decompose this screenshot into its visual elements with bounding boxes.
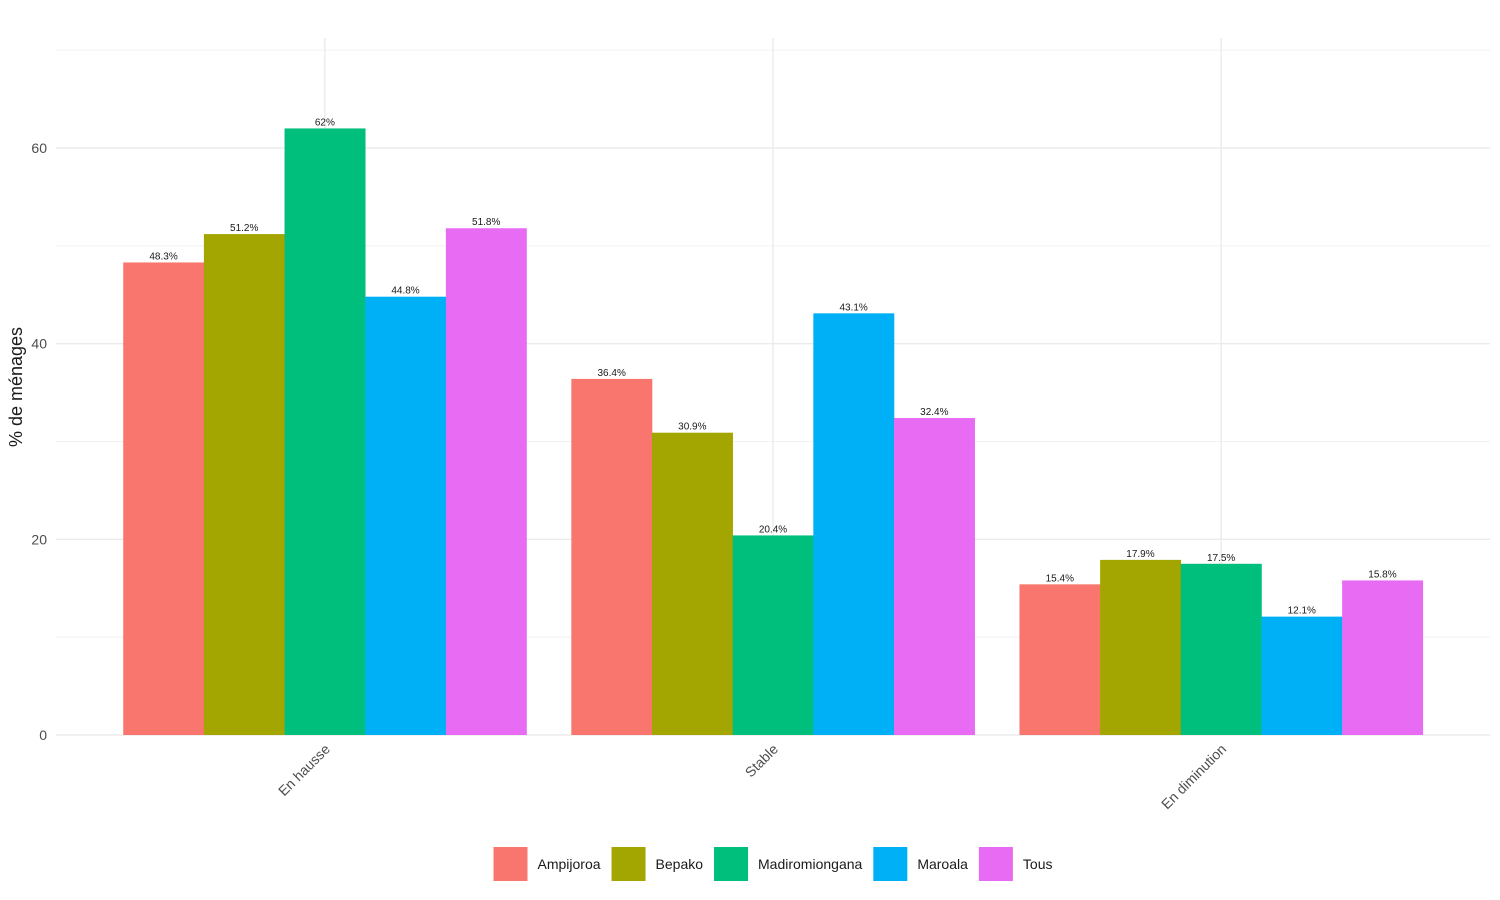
bar-tous-1: [445, 228, 527, 735]
data-label: 15.4%: [1046, 573, 1074, 584]
legend-key-madiromiongana: [714, 847, 749, 881]
data-label: 15.8%: [1368, 569, 1396, 580]
data-label: 44.8%: [391, 286, 419, 297]
bar-madiromiongana-1: [284, 128, 366, 735]
bar-maroala-2: [813, 313, 895, 735]
x-axis-category-labels: En hausse Stable En diminution: [275, 741, 1229, 812]
data-label: 30.9%: [678, 422, 706, 433]
bar-bepako-1: [203, 234, 285, 736]
legend-label-madiromiongana: Madiromiongana: [758, 856, 862, 872]
legend: Ampijoroa Bepako Madiromiongana Maroala Tous: [493, 847, 1053, 881]
legend-label-ampijoroa: Ampijoroa: [538, 856, 601, 872]
x-tick-label: En diminution: [1158, 741, 1229, 812]
data-label: 32.4%: [920, 407, 948, 418]
bar-ampijoroa-3: [1019, 584, 1101, 735]
bar-ampijoroa-2: [571, 378, 653, 735]
bars: 48.3% 51.2% 62% 44.8% 51.8% 36.4% 30.9% 20.4% 43…: [123, 117, 1424, 736]
legend-key-bepako: [611, 847, 646, 881]
x-tick-label: En hausse: [275, 741, 333, 799]
data-label: 62%: [315, 117, 335, 128]
bar-bepako-3: [1100, 559, 1182, 735]
y-axis-tick-labels: 0 20 40 60: [31, 140, 47, 743]
legend-label-maroala: Maroala: [917, 856, 968, 872]
y-tick-label: 20: [31, 531, 47, 547]
data-label: 17.5%: [1207, 553, 1235, 564]
bar-madiromiongana-3: [1180, 563, 1262, 735]
legend-key-maroala: [873, 847, 908, 881]
data-label: 17.9%: [1126, 549, 1154, 560]
data-label: 51.2%: [230, 223, 258, 234]
bar-bepako-2: [652, 432, 733, 735]
y-tick-label: 40: [31, 336, 47, 352]
y-axis-title: % de ménages: [6, 327, 26, 447]
legend-label-tous: Tous: [1023, 856, 1053, 872]
data-label: 36.4%: [597, 368, 625, 379]
legend-key-tous: [978, 847, 1013, 881]
legend-label-bepako: Bepako: [656, 856, 704, 872]
bar-tous-2: [893, 418, 975, 735]
bar-madiromiongana-2: [732, 535, 814, 735]
x-tick-label: Stable: [742, 741, 782, 781]
y-tick-label: 60: [31, 140, 47, 156]
legend-key-ampijoroa: [493, 847, 528, 881]
y-tick-label: 0: [39, 727, 47, 743]
data-label: 20.4%: [759, 524, 787, 535]
data-label: 51.8%: [472, 217, 500, 228]
data-label: 43.1%: [839, 302, 867, 313]
bar-tous-3: [1342, 580, 1424, 735]
data-label: 48.3%: [149, 251, 177, 262]
bar-ampijoroa-1: [123, 262, 205, 735]
bar-maroala-1: [365, 296, 447, 735]
data-label: 12.1%: [1288, 606, 1316, 617]
bar-maroala-3: [1261, 616, 1343, 735]
